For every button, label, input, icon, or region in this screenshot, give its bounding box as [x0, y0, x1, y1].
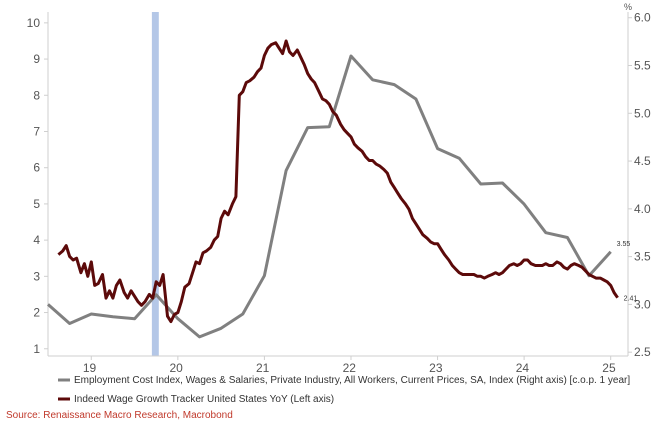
left-tick-label: 10: [27, 16, 41, 30]
x-tick-label: 20: [169, 361, 183, 375]
x-tick-label: 19: [83, 361, 97, 375]
legend-label-eci: Employment Cost Index, Wages & Salaries,…: [74, 375, 630, 386]
axes-layer: [47, 12, 629, 357]
left-tick-label: 4: [33, 233, 40, 247]
end-labels-layer: 3.55 2.41: [617, 241, 638, 303]
recession-band-layer: [151, 12, 159, 356]
end-label-eci: 3.55: [617, 241, 631, 248]
right-tick-label: 3.0: [634, 297, 651, 311]
x-tick-label: 22: [343, 361, 357, 375]
right-tick-label: 5.0: [634, 106, 651, 120]
x-tick-label: 23: [429, 361, 443, 375]
right-tick-label: 5.5: [634, 59, 651, 73]
chart-source: Source: Renaissance Macro Research, Macr…: [6, 410, 233, 421]
left-tick-label: 6: [33, 161, 40, 175]
left-tick-label: 7: [33, 124, 40, 138]
left-tick-label: 8: [33, 88, 40, 102]
x-axis-ticks: 19 20 21 22 23 24 25: [83, 356, 616, 375]
x-tick-label: 25: [602, 361, 616, 375]
left-tick-label: 9: [33, 52, 40, 66]
right-tick-label: 6.0: [634, 11, 651, 25]
right-tick-label: 4.5: [634, 154, 651, 168]
recession-band: [151, 12, 159, 356]
left-tick-label: 1: [33, 342, 40, 356]
end-label-indeed: 2.41: [624, 296, 638, 303]
right-axis-unit: %: [624, 2, 632, 12]
right-tick-label: 3.5: [634, 250, 651, 264]
series-line-indeed: [57, 39, 619, 324]
left-axis-ticks: 1 2 3 4 5 6 7 8 9 10: [27, 16, 48, 356]
series-line-eci: [47, 54, 612, 339]
left-tick-label: 5: [33, 197, 40, 211]
x-tick-label: 21: [256, 361, 270, 375]
x-tick-label: 24: [516, 361, 530, 375]
legend: Employment Cost Index, Wages & Salaries,…: [58, 375, 630, 405]
right-tick-label: 4.0: [634, 202, 651, 216]
right-tick-label: 2.5: [634, 345, 651, 359]
legend-label-indeed: Indeed Wage Growth Tracker United States…: [74, 394, 334, 405]
right-axis-ticks: 2.5 3.0 3.5 4.0 4.5 5.0 5.5 6.0: [628, 11, 651, 359]
series-layer: [47, 39, 619, 339]
left-tick-label: 3: [33, 269, 40, 283]
left-tick-label: 2: [33, 306, 40, 320]
